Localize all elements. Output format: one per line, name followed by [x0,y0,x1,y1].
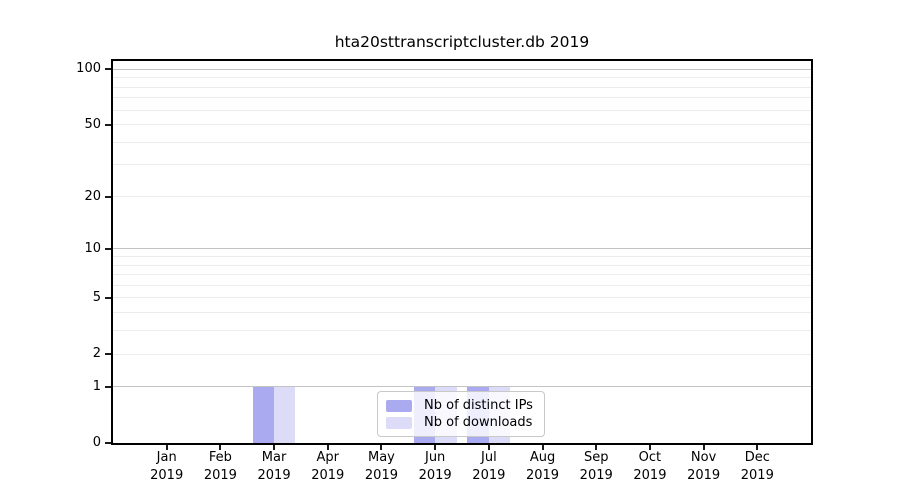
minor-gridline [113,124,811,126]
x-tick [595,445,598,450]
x-tick-year: 2019 [203,467,237,483]
x-tick [219,445,222,450]
minor-gridline [113,274,811,276]
x-tick-year: 2019 [257,467,291,483]
x-tick-label: Jun 2019 [405,449,465,484]
y-tick-label: 0 [92,435,101,450]
minor-gridline [113,196,811,198]
x-tick-label: Aug 2019 [513,449,573,484]
x-tick-year: 2019 [364,467,398,483]
x-tick-label: Mar 2019 [244,449,304,484]
y-tick [105,123,111,126]
x-tick-label: Dec 2019 [727,449,787,484]
minor-gridline [113,297,811,299]
x-tick-label: Apr 2019 [298,449,358,484]
y-tick [105,296,111,299]
y-tick-label: 2 [92,346,101,362]
plot-area: 0 1 2 5 10 20 50 100 Jan 2019 Feb 2019 Mar 2019 Apr 201… [76,61,811,483]
x-tick [541,445,544,450]
y-tick-label: 50 [84,116,101,132]
axes-frame: 0 1 2 5 10 20 50 100 Jan 2019 Feb 2019 Mar 2019 Apr 201… [76,59,813,483]
minor-gridline [113,256,811,258]
x-tick-year: 2019 [311,467,345,483]
x-tick-year: 2019 [579,467,613,483]
x-tick [380,445,383,450]
y-tick [105,195,111,198]
minor-gridline [113,264,811,266]
x-tick [487,445,490,450]
legend-label: Nb of distinct IPs [424,398,533,413]
x-tick-label: Oct 2019 [620,449,680,484]
legend-swatch-icon [386,399,412,412]
y-tick-label: 10 [84,240,101,256]
x-tick-year: 2019 [525,467,560,483]
x-tick [756,445,759,450]
x-tick [702,445,705,450]
y-tick-label: 20 [84,188,101,204]
bar-downloads [274,386,296,443]
y-tick [105,442,111,444]
x-tick [648,445,651,450]
legend-item: Nb of downloads [386,414,536,431]
y-tick [105,385,111,388]
minor-gridline [113,330,811,332]
x-tick-year: 2019 [633,467,667,483]
x-tick-label: Sep 2019 [566,449,626,484]
x-tick-year: 2019 [740,467,774,483]
x-tick-year: 2019 [472,467,506,483]
y-tick [105,68,111,71]
x-tick-year: 2019 [418,467,452,483]
major-gridline [113,248,811,250]
x-tick [165,445,168,450]
major-gridline [113,68,811,70]
y-tick [105,353,111,356]
chart-title: hta20sttranscriptcluster.db 2019 [334,33,590,51]
minor-gridline [113,86,811,88]
x-tick-label: Jul 2019 [459,449,519,484]
x-tick [434,445,437,450]
y-tick-label: 5 [92,289,101,305]
legend-swatch-icon [386,416,412,429]
x-tick-label: Jan 2019 [137,449,197,484]
bar-distinct-ips [252,386,275,443]
x-tick-label: Feb 2019 [190,449,250,484]
x-tick-year: 2019 [687,467,721,483]
legend: Nb of distinct IPs Nb of downloads [377,391,545,437]
x-tick [326,445,329,450]
x-tick-year: 2019 [150,467,184,483]
minor-gridline [113,97,811,99]
minor-gridline [113,109,811,111]
x-tick-label: May 2019 [351,449,411,484]
y-tick-label: 100 [76,61,101,77]
legend-label: Nb of downloads [424,415,533,430]
legend-item: Nb of distinct IPs [386,397,536,414]
y-tick [105,247,111,250]
minor-gridline [113,141,811,143]
minor-gridline [113,284,811,286]
y-tick-label: 1 [92,378,101,394]
x-tick-label: Nov 2019 [674,449,734,484]
minor-gridline [113,164,811,166]
major-gridline [113,386,811,388]
minor-gridline [113,312,811,314]
minor-gridline [113,77,811,79]
x-tick [273,445,276,450]
minor-gridline [113,353,811,355]
